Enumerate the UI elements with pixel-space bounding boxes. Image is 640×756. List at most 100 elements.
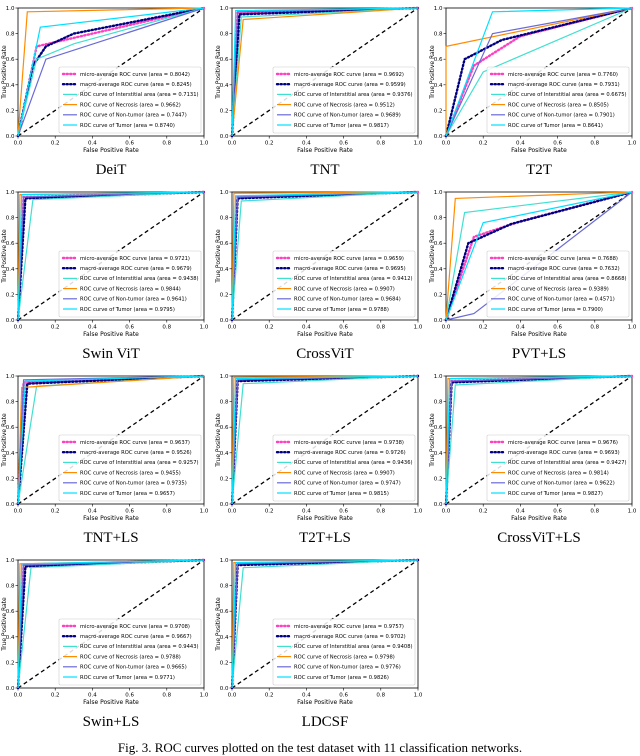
- roc-series-5: [17, 7, 205, 137]
- x-tick-label: 0.2: [265, 693, 274, 699]
- legend-label: macro-average ROC curve (area = 0.9702): [294, 634, 406, 640]
- legend: micro-average ROC curve (area = 0.8042) m…: [58, 66, 202, 134]
- y-tick-label: 0.2: [6, 476, 15, 482]
- y-tick-label: 0.4: [434, 267, 443, 273]
- roc-series-2: [231, 7, 419, 137]
- x-axis-label: False Positive Rate: [83, 515, 139, 522]
- legend-label: ROC curve of Tumor (area = 0.7900): [508, 307, 603, 313]
- legend-label: micro-average ROC curve (area = 0.9692): [294, 72, 404, 78]
- y-tick-label: 0.0: [220, 318, 229, 324]
- x-tick-label: 0.4: [302, 693, 311, 699]
- y-tick-label: 0.8: [6, 32, 15, 38]
- y-tick-label: 0.4: [6, 451, 15, 457]
- roc-panel-7: 0.00.0 0.2 0.2 0.4 0.4 0.6 0.6 0.8 0.8 1.0 1.0 Fals…: [215, 374, 423, 546]
- y-tick-label: 0.0: [434, 502, 443, 508]
- legend-box: [486, 434, 630, 502]
- roc-series-4: [445, 375, 633, 505]
- roc-series-5: [17, 559, 205, 689]
- roc-series-2: [445, 375, 633, 505]
- y-tick-label: 0.8: [220, 216, 229, 222]
- x-tick-label: 1.0: [628, 509, 637, 515]
- x-tick-label: 0.2: [265, 509, 274, 515]
- x-tick-label: 0.8: [162, 693, 171, 699]
- panel-title: TNT+LS: [83, 530, 138, 546]
- legend-label: ROC curve of Non-tumor (area = 0.9665): [80, 665, 187, 671]
- y-tick-label: 0.4: [220, 267, 229, 273]
- y-tick-label: 1.0: [6, 6, 15, 12]
- x-tick-label: 0.0: [14, 141, 23, 147]
- legend: micro-average ROC curve (area = 0.7688) m…: [486, 250, 630, 318]
- roc-series-4: [17, 7, 205, 137]
- y-tick-label: 0.2: [220, 108, 229, 114]
- legend: micro-average ROC curve (area = 0.9637) m…: [58, 434, 202, 502]
- x-tick-label: 0.2: [51, 141, 60, 147]
- roc-series-4: [445, 191, 633, 321]
- y-tick-label: 0.8: [220, 400, 229, 406]
- roc-panel-8: 0.00.0 0.2 0.2 0.4 0.4 0.6 0.6 0.8 0.8 1.0 1.0 Fals…: [429, 374, 637, 546]
- legend-label: ROC curve of Non-tumor (area = 0.7447): [80, 113, 187, 119]
- x-tick-label: 0.8: [590, 141, 599, 147]
- x-tick-label: 0.0: [14, 693, 23, 699]
- roc-series-1: [444, 6, 634, 138]
- legend-label: ROC curve of Tumor (area = 0.9657): [80, 491, 175, 497]
- y-tick-label: 1.0: [220, 6, 229, 12]
- panel-title: PVT+LS: [512, 346, 566, 362]
- x-tick-label: 1.0: [200, 509, 209, 515]
- x-tick-label: 0.8: [590, 509, 599, 515]
- x-tick-label: 0.6: [125, 141, 134, 147]
- legend-label: ROC curve of Necrosis (area = 0.9788): [80, 654, 181, 660]
- legend-label: micro-average ROC curve (area = 0.8042): [80, 72, 190, 78]
- roc-series-2: [445, 191, 633, 321]
- y-tick-label: 0.4: [6, 83, 15, 89]
- y-tick-label: 1.0: [434, 374, 443, 380]
- legend-box: [58, 66, 202, 134]
- x-tick-label: 0.6: [125, 693, 134, 699]
- y-tick-label: 0.4: [434, 451, 443, 457]
- y-tick-label: 0.6: [6, 609, 15, 615]
- legend-label: ROC curve of Interstitial area (area = 0…: [508, 92, 627, 98]
- panel-title: CrossViT+LS: [497, 530, 580, 546]
- x-tick-label: 0.4: [302, 141, 311, 147]
- x-tick-label: 0.2: [479, 325, 488, 331]
- x-tick-label: 0.0: [14, 509, 23, 515]
- legend-label: micro-average ROC curve (area = 0.9708): [80, 624, 190, 630]
- x-tick-label: 0.6: [553, 509, 562, 515]
- y-tick-label: 0.2: [6, 108, 15, 114]
- y-tick-label: 0.6: [6, 425, 15, 431]
- x-tick-label: 0.6: [339, 325, 348, 331]
- legend-label: micro-average ROC curve (area = 0.9676): [508, 440, 618, 446]
- legend-label: macro-average ROC curve (area = 0.9726): [294, 450, 406, 456]
- y-tick-label: 0.0: [6, 686, 15, 692]
- roc-series-2: [17, 191, 205, 321]
- y-tick-label: 0.4: [6, 267, 15, 273]
- x-tick-label: 1.0: [200, 141, 209, 147]
- legend-label: micro-average ROC curve (area = 0.9659): [294, 256, 404, 262]
- y-tick-label: 0.0: [434, 134, 443, 140]
- legend-label: ROC curve of Necrosis (area = 0.9907): [294, 286, 395, 292]
- legend-label: ROC curve of Necrosis (area = 0.9798): [294, 654, 395, 660]
- legend-label: ROC curve of Tumor (area = 0.9795): [80, 307, 175, 313]
- y-tick-label: 0.4: [220, 83, 229, 89]
- y-axis-label: True Positive Rate: [429, 413, 436, 468]
- legend-box: [58, 250, 202, 318]
- plot-area: 0.00.0 0.2 0.2 0.4 0.4 0.6 0.6 0.8 0.8 1.0 1.0 Fals…: [429, 374, 637, 522]
- legend-label: ROC curve of Non-tumor (area = 0.9622): [508, 481, 615, 487]
- roc-panel-10: 0.00.0 0.2 0.2 0.4 0.4 0.6 0.6 0.8 0.8 1.0 1.0 Fals…: [215, 558, 423, 730]
- legend-label: macro-average ROC curve (area = 0.9667): [80, 634, 192, 640]
- y-tick-label: 0.8: [434, 32, 443, 38]
- legend-label: ROC curve of Non-tumor (area = 0.9684): [294, 297, 401, 303]
- legend-label: ROC curve of Tumor (area = 0.9815): [294, 491, 389, 497]
- roc-series-3: [445, 7, 633, 136]
- y-tick-label: 1.0: [6, 374, 15, 380]
- legend-label: macro-average ROC curve (area = 0.7931): [508, 82, 620, 88]
- x-axis-label: False Positive Rate: [297, 515, 353, 522]
- roc-series-5: [231, 7, 419, 137]
- x-tick-label: 0.6: [553, 325, 562, 331]
- x-tick-label: 0.0: [442, 325, 451, 331]
- legend-label: ROC curve of Non-tumor (area = 0.9747): [294, 481, 401, 487]
- y-tick-label: 0.2: [434, 292, 443, 298]
- roc-series-5: [17, 375, 205, 505]
- y-tick-label: 1.0: [220, 374, 229, 380]
- y-tick-label: 1.0: [6, 558, 15, 564]
